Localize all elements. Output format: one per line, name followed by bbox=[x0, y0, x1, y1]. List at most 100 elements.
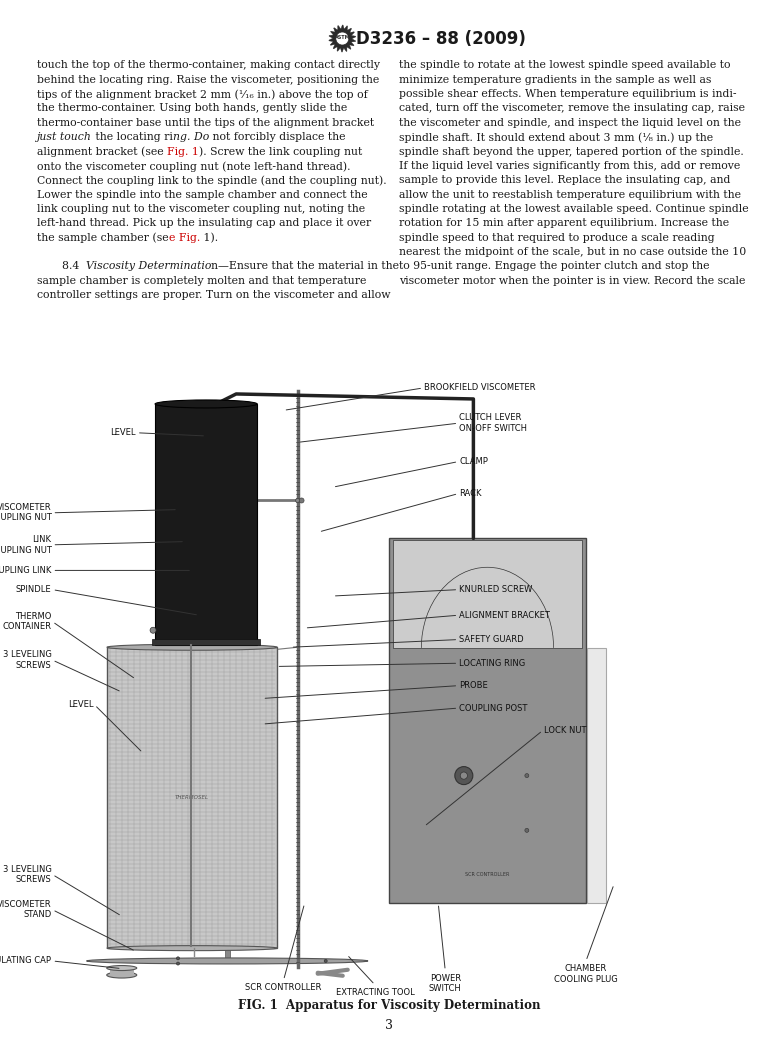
Text: onto the viscometer coupling nut (note left-hand thread).: onto the viscometer coupling nut (note l… bbox=[37, 161, 351, 172]
Text: FIG. 1  Apparatus for Viscosity Determination: FIG. 1 Apparatus for Viscosity Determina… bbox=[238, 999, 540, 1012]
Text: cated, turn off the viscometer, remove the insulating cap, raise: cated, turn off the viscometer, remove t… bbox=[399, 103, 745, 113]
Bar bbox=[389, 538, 586, 904]
Bar bbox=[152, 639, 260, 645]
Bar bbox=[225, 404, 230, 961]
Circle shape bbox=[177, 962, 180, 965]
Text: LOCATING RING: LOCATING RING bbox=[459, 659, 526, 667]
Circle shape bbox=[177, 957, 180, 960]
Text: CHAMBER
COOLING PLUG: CHAMBER COOLING PLUG bbox=[554, 964, 618, 984]
Text: rotation for 15 min after apparent equilibrium. Increase the: rotation for 15 min after apparent equil… bbox=[399, 219, 729, 228]
Circle shape bbox=[461, 772, 468, 780]
Text: n—Ensure that the material in the: n—Ensure that the material in the bbox=[212, 261, 399, 272]
Text: Connect the coupling link to the spindle (and the coupling nut).: Connect the coupling link to the spindle… bbox=[37, 175, 387, 186]
Text: LOCK NUT: LOCK NUT bbox=[544, 726, 587, 735]
Text: POWER
SWITCH: POWER SWITCH bbox=[429, 973, 461, 993]
Text: SCR CONTROLLER: SCR CONTROLLER bbox=[465, 871, 510, 877]
Bar bbox=[110, 969, 134, 976]
Text: the sample chamber (se: the sample chamber (se bbox=[37, 233, 169, 244]
Text: sample to provide this level. Replace the insulating cap, and: sample to provide this level. Replace th… bbox=[399, 175, 731, 185]
Circle shape bbox=[324, 960, 328, 963]
Circle shape bbox=[525, 773, 529, 778]
Text: CLAMP: CLAMP bbox=[459, 457, 489, 466]
Text: SAFETY GUARD: SAFETY GUARD bbox=[459, 635, 524, 644]
Text: 3 LEVELING
SCREWS: 3 LEVELING SCREWS bbox=[2, 651, 51, 669]
Circle shape bbox=[296, 499, 300, 503]
Text: the viscometer and spindle, and inspect the liquid level on the: the viscometer and spindle, and inspect … bbox=[399, 118, 741, 128]
Text: thermo-container base until the tips of the alignment bracket: thermo-container base until the tips of … bbox=[37, 118, 374, 128]
Text: alignment bracket (see: alignment bracket (see bbox=[37, 147, 167, 157]
Text: ng. Do: ng. Do bbox=[173, 132, 209, 143]
Ellipse shape bbox=[155, 400, 258, 408]
Text: Fig. 1: Fig. 1 bbox=[167, 147, 199, 156]
Text: spindle shaft. It should extend about 3 mm (¹⁄₈ in.) up the: spindle shaft. It should extend about 3 … bbox=[399, 132, 713, 143]
Text: just touch: just touch bbox=[37, 132, 93, 143]
Circle shape bbox=[336, 32, 349, 45]
Circle shape bbox=[299, 498, 304, 503]
Text: RACK: RACK bbox=[459, 489, 482, 498]
Text: the thermo-container. Using both hands, gently slide the: the thermo-container. Using both hands, … bbox=[37, 103, 348, 113]
Text: PROBE: PROBE bbox=[459, 681, 488, 690]
Text: COUPLING POST: COUPLING POST bbox=[459, 704, 527, 712]
Text: ). Screw the link coupling nut: ). Screw the link coupling nut bbox=[199, 147, 363, 157]
Text: SCR CONTROLLER: SCR CONTROLLER bbox=[245, 984, 321, 992]
Text: THERMO
CONTAINER: THERMO CONTAINER bbox=[2, 612, 51, 631]
Text: Lower the spindle into the sample chamber and connect the: Lower the spindle into the sample chambe… bbox=[37, 189, 368, 200]
Text: viscometer motor when the pointer is in view. Record the scale: viscometer motor when the pointer is in … bbox=[399, 276, 745, 286]
Text: EXTRACTING TOOL: EXTRACTING TOOL bbox=[335, 988, 415, 997]
Text: link coupling nut to the viscometer coupling nut, noting the: link coupling nut to the viscometer coup… bbox=[37, 204, 366, 214]
Text: to 95-unit range. Engage the pointer clutch and stop the: to 95-unit range. Engage the pointer clu… bbox=[399, 261, 710, 272]
Ellipse shape bbox=[107, 644, 277, 651]
Text: ASTM: ASTM bbox=[335, 34, 350, 40]
Text: behind the locating ring. Raise the viscometer, positioning the: behind the locating ring. Raise the visc… bbox=[37, 75, 380, 84]
Polygon shape bbox=[329, 25, 356, 52]
Text: possible shear effects. When temperature equilibrium is indi-: possible shear effects. When temperature… bbox=[399, 90, 737, 99]
Text: D3236 – 88 (2009): D3236 – 88 (2009) bbox=[356, 29, 525, 48]
Text: LEVEL: LEVEL bbox=[68, 701, 93, 709]
Text: allow the unit to reestablish temperature equilibrium with the: allow the unit to reestablish temperatur… bbox=[399, 189, 741, 200]
Text: BROOKFIELD VISCOMETER: BROOKFIELD VISCOMETER bbox=[424, 383, 536, 392]
Text: spindle speed to that required to produce a scale reading: spindle speed to that required to produc… bbox=[399, 233, 715, 243]
Text: 1).: 1). bbox=[200, 233, 219, 244]
Ellipse shape bbox=[86, 958, 368, 964]
Bar bbox=[37, 359, 741, 999]
Circle shape bbox=[150, 628, 156, 633]
Ellipse shape bbox=[107, 972, 137, 979]
Text: not forcibly displace the: not forcibly displace the bbox=[209, 132, 346, 143]
Text: spindle rotating at the lowest available speed. Continue spindle: spindle rotating at the lowest available… bbox=[399, 204, 748, 214]
Text: VISCOMETER
COUPLING NUT: VISCOMETER COUPLING NUT bbox=[0, 503, 51, 523]
Text: controller settings are proper. Turn on the viscometer and allow: controller settings are proper. Turn on … bbox=[37, 290, 391, 300]
Text: nearest the midpoint of the scale, but in no case outside the 10: nearest the midpoint of the scale, but i… bbox=[399, 247, 746, 257]
Text: the locating ri: the locating ri bbox=[93, 132, 173, 143]
Text: e Fig.: e Fig. bbox=[169, 233, 200, 243]
Text: LINK
COUPLING NUT: LINK COUPLING NUT bbox=[0, 535, 51, 555]
Text: CLUTCH LEVER
ON-OFF SWITCH: CLUTCH LEVER ON-OFF SWITCH bbox=[459, 413, 527, 433]
Circle shape bbox=[525, 829, 529, 833]
Circle shape bbox=[455, 766, 473, 785]
Ellipse shape bbox=[107, 945, 277, 950]
Text: INSULATING CAP: INSULATING CAP bbox=[0, 957, 51, 965]
Text: COUPLING LINK: COUPLING LINK bbox=[0, 566, 51, 575]
Text: touch the top of the thermo-container, making contact directly: touch the top of the thermo-container, m… bbox=[37, 60, 380, 71]
Text: LEVEL: LEVEL bbox=[110, 428, 136, 437]
Text: THERMOSEL: THERMOSEL bbox=[175, 795, 209, 801]
Text: KNURLED SCREW: KNURLED SCREW bbox=[459, 585, 533, 594]
Text: 3 LEVELING
SCREWS: 3 LEVELING SCREWS bbox=[2, 865, 51, 884]
Text: 8.4: 8.4 bbox=[47, 261, 86, 272]
Text: If the liquid level varies significantly from this, add or remove: If the liquid level varies significantly… bbox=[399, 161, 741, 171]
Text: ALIGNMENT BRACKET: ALIGNMENT BRACKET bbox=[459, 611, 550, 619]
Text: sample chamber is completely molten and that temperature: sample chamber is completely molten and … bbox=[37, 276, 366, 286]
Text: the spindle to rotate at the lowest spindle speed available to: the spindle to rotate at the lowest spin… bbox=[399, 60, 731, 71]
Text: minimize temperature gradients in the sample as well as: minimize temperature gradients in the sa… bbox=[399, 75, 712, 84]
Ellipse shape bbox=[107, 966, 137, 970]
Text: Viscosity Determinatio: Viscosity Determinatio bbox=[86, 261, 212, 272]
Bar bbox=[587, 648, 606, 904]
Text: spindle shaft beyond the upper, tapered portion of the spindle.: spindle shaft beyond the upper, tapered … bbox=[399, 147, 744, 156]
Bar bbox=[107, 648, 277, 948]
Text: left-hand thread. Pick up the insulating cap and place it over: left-hand thread. Pick up the insulating… bbox=[37, 219, 371, 228]
Text: tips of the alignment bracket 2 mm (¹⁄₁₆ in.) above the top of: tips of the alignment bracket 2 mm (¹⁄₁₆… bbox=[37, 90, 368, 100]
Text: 3: 3 bbox=[385, 1019, 393, 1032]
Text: SPINDLE: SPINDLE bbox=[16, 585, 51, 594]
Bar bbox=[393, 540, 582, 648]
Text: VISCOMETER
STAND: VISCOMETER STAND bbox=[0, 900, 51, 919]
Bar bbox=[155, 404, 258, 645]
